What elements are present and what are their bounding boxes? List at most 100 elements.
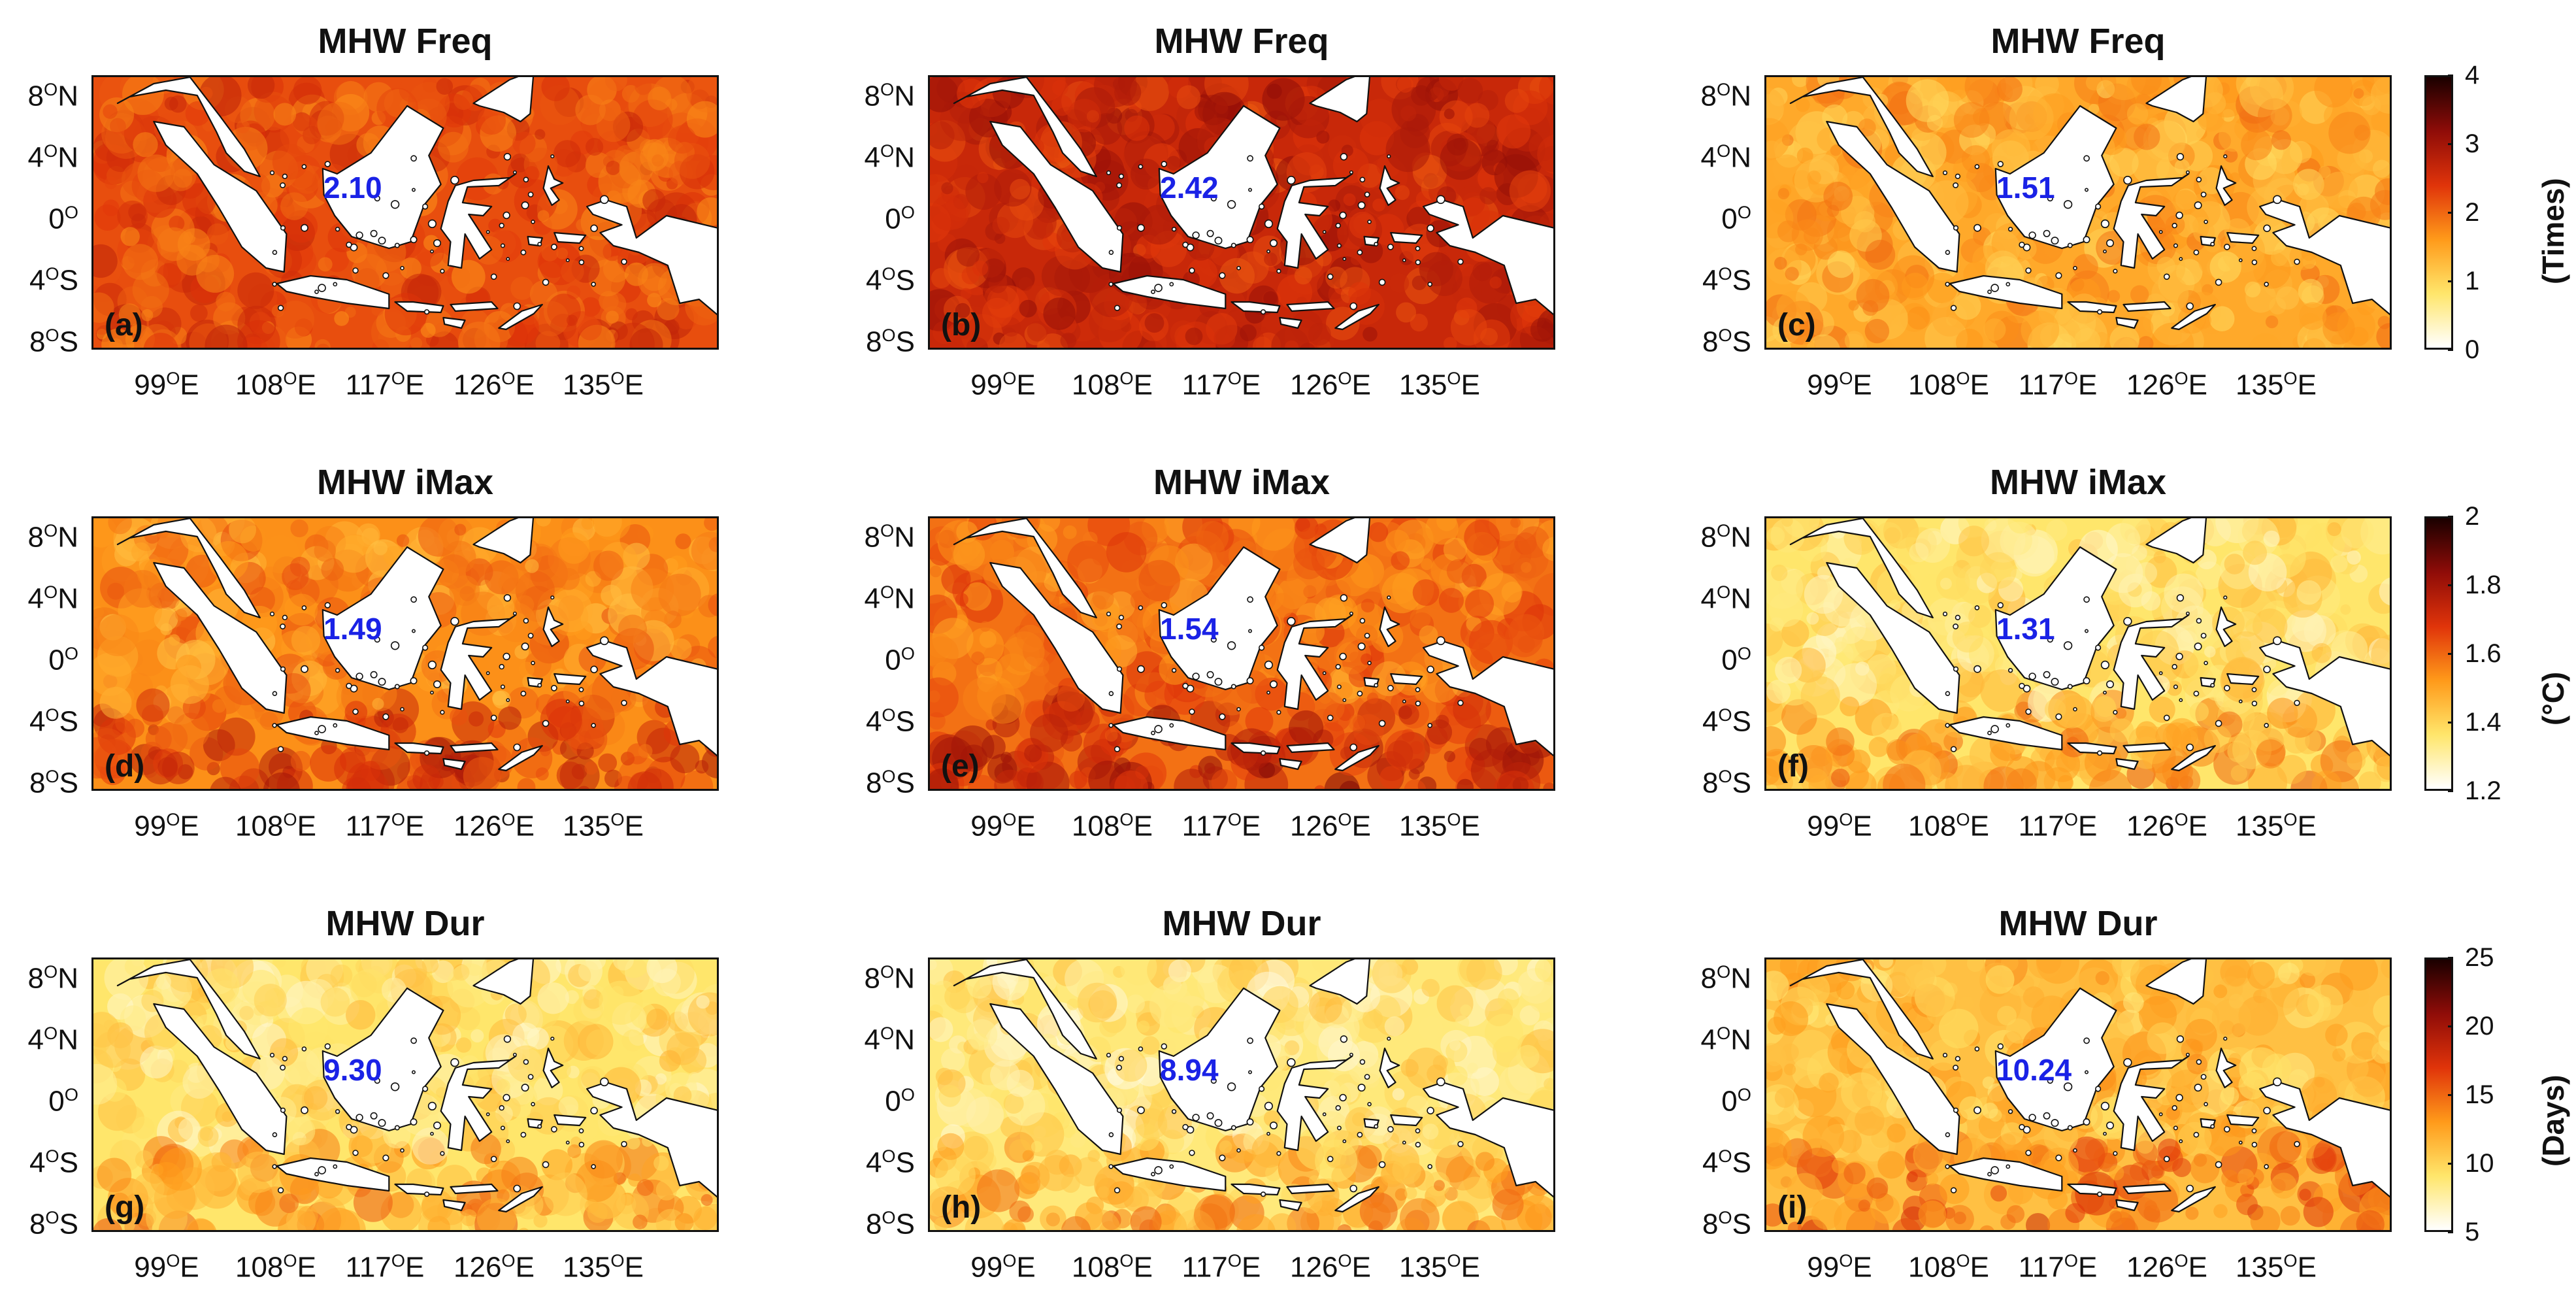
small-island [1154, 284, 1163, 292]
small-island [1415, 1128, 1421, 1134]
lon-deg: 135 [1399, 810, 1447, 842]
small-island [1259, 644, 1265, 651]
latitude-tick-label: 8OS [0, 320, 78, 358]
panel-letter: (b) [941, 308, 982, 342]
small-island [1349, 611, 1353, 616]
land-polygon [1276, 173, 1353, 269]
latitude-tick-label: 0O [0, 197, 78, 235]
degree-symbol: O [1718, 263, 1732, 284]
colorbar-tick-mark [2448, 212, 2453, 214]
small-island [2067, 684, 2073, 690]
small-island [513, 1184, 521, 1193]
latitude-tick-label: 8ON [836, 515, 915, 554]
degree-symbol: O [44, 961, 58, 982]
small-island [1230, 242, 1236, 248]
panel-letter: (g) [105, 1190, 145, 1225]
latitude-tick-label: 4ON [0, 135, 78, 174]
small-island [2264, 723, 2270, 728]
land-polygon [2171, 1186, 2216, 1213]
small-island [352, 267, 359, 274]
small-island [2251, 700, 2258, 707]
panel-title: MHW Dur [1998, 904, 2158, 943]
small-island [333, 723, 338, 728]
lon-hemisphere: E [2188, 810, 2207, 842]
small-island [1214, 678, 1223, 686]
small-island [1322, 1112, 1327, 1116]
small-island [355, 231, 363, 239]
small-island [1269, 680, 1278, 689]
small-island [2173, 243, 2178, 248]
land-polygon [953, 959, 1097, 1060]
land-polygon [1994, 105, 2117, 250]
small-island [2055, 1154, 2062, 1161]
land-polygon [1158, 987, 1281, 1132]
small-island [440, 269, 445, 274]
small-island [1247, 155, 1253, 162]
small-island [1415, 246, 1421, 252]
small-island [2193, 1131, 2200, 1138]
small-island [272, 250, 278, 256]
lon-deg: 126 [454, 810, 502, 842]
lat-hemisphere: N [894, 80, 915, 112]
small-island [2007, 668, 2013, 673]
small-island [578, 1141, 585, 1148]
small-island [1259, 203, 1265, 210]
small-island [422, 644, 429, 651]
land-polygon [2115, 1199, 2139, 1212]
lon-hemisphere: E [2297, 1251, 2317, 1284]
land-polygon [322, 987, 444, 1132]
small-island [1945, 282, 1950, 287]
colorbar-tick-label: 3 [2465, 129, 2480, 158]
small-island [1118, 1056, 1125, 1062]
lon-hemisphere: E [1461, 810, 1480, 842]
land-polygon [542, 606, 564, 648]
small-island [301, 665, 308, 673]
land-polygon [442, 316, 466, 329]
lon-deg: 117 [1181, 1251, 1228, 1284]
small-island [1230, 1125, 1236, 1131]
small-island [1367, 661, 1372, 665]
degree-symbol: O [1717, 79, 1731, 99]
small-island [2063, 1082, 2073, 1091]
small-island [599, 1077, 609, 1087]
small-island [621, 258, 627, 265]
degree-symbol: O [1002, 809, 1017, 829]
mean-value-label: 2.10 [323, 171, 382, 205]
degree-symbol: O [44, 1023, 58, 1043]
small-island [427, 219, 437, 228]
small-island [433, 1122, 441, 1130]
lat-hemisphere: S [895, 264, 915, 297]
land-polygon [1390, 231, 1423, 244]
land-polygon [1158, 546, 1281, 691]
land-layer [1789, 77, 2390, 331]
small-island [527, 191, 534, 197]
lon-deg: 99 [970, 1251, 1003, 1284]
small-island [1206, 671, 1214, 678]
colorbar-tick-mark [2448, 653, 2453, 655]
land-polygon [472, 518, 535, 564]
small-island [1415, 1141, 1421, 1148]
degree-symbol: O [1227, 368, 1242, 388]
small-island [1114, 746, 1121, 752]
small-island [503, 652, 510, 661]
small-island [2251, 1141, 2258, 1148]
small-island [1374, 242, 1379, 247]
colorbar-tick-label: 1.2 [2465, 776, 2502, 805]
small-island [1990, 725, 1999, 733]
degree-symbol: O [1227, 1250, 1242, 1271]
lon-hemisphere: E [1970, 810, 1989, 842]
land-polygon [1112, 275, 1227, 310]
degree-symbol: O [1737, 1084, 1751, 1105]
small-island [1997, 161, 2004, 167]
lat-hemisphere: N [1730, 582, 1751, 615]
lat-hemisphere: S [59, 1146, 78, 1179]
small-island [1108, 1164, 1114, 1169]
lat-hemisphere: N [1730, 1023, 1751, 1056]
small-island [430, 1131, 434, 1136]
degree-symbol: O [2283, 809, 2298, 829]
small-island [355, 1114, 363, 1122]
lon-hemisphere: E [1351, 810, 1371, 842]
land-polygon [472, 959, 535, 1005]
small-island [1246, 1118, 1254, 1126]
small-island [2113, 710, 2118, 715]
